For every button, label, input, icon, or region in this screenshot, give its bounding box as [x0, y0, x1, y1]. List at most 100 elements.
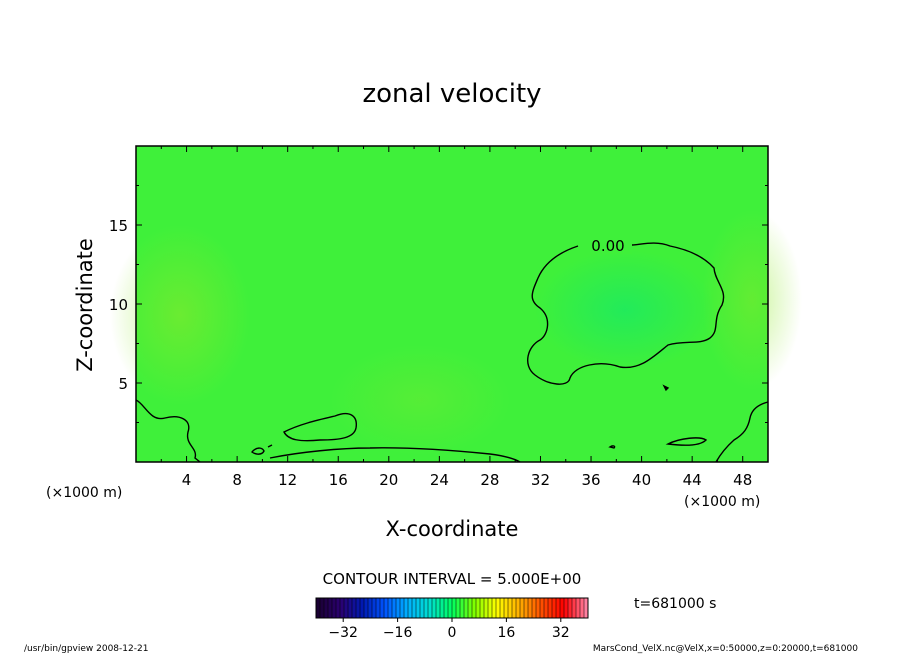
x-tick-label: 32 [531, 471, 550, 489]
colorbar-cell [516, 598, 521, 618]
colorbar-cell [500, 598, 505, 618]
colorbar-cell [392, 598, 397, 618]
contour-island-16k [283, 412, 357, 442]
colorbar-tick-label: 0 [448, 625, 457, 641]
y-tick-label: 5 [118, 375, 128, 393]
colorbar-cell [348, 598, 353, 618]
colorbar-cell [496, 598, 501, 618]
colorbar-cell [552, 598, 557, 618]
colorbar-cell [532, 598, 537, 618]
contour-label: 0.00 [591, 237, 624, 255]
colorbar-cell [416, 598, 421, 618]
colorbar-cell [356, 598, 361, 618]
colorbar-cell [568, 598, 573, 618]
contour-interval-label: CONTOUR INTERVAL = 5.000E+00 [323, 570, 582, 588]
x-axis-title: X-coordinate [386, 517, 519, 541]
x-tick-label: 28 [480, 471, 499, 489]
colorbar-cell [544, 598, 549, 618]
colorbar-cell [412, 598, 417, 618]
colorbar-cell [388, 598, 393, 618]
colorbar-cell [352, 598, 357, 618]
colorbar-cell [428, 598, 433, 618]
colorbar-cell [360, 598, 365, 618]
field-shading-middle [330, 345, 510, 455]
colorbar: −32 −16 0 16 32 [315, 597, 589, 641]
x-tick-label: 48 [733, 471, 752, 489]
colorbar-cell [528, 598, 533, 618]
colorbar-cell [364, 598, 369, 618]
contour-small-4 [608, 445, 616, 449]
field-shading-right [702, 210, 802, 390]
colorbar-cell [508, 598, 513, 618]
colorbar-cell [456, 598, 461, 618]
x-tick-label: 12 [278, 471, 297, 489]
colorbar-cell [580, 598, 585, 618]
contour-right-edge [715, 401, 769, 463]
colorbar-tick-label: −32 [328, 625, 358, 641]
colorbar-cell [396, 598, 401, 618]
colorbar-cell [320, 598, 325, 618]
colorbar-tick-label: −16 [383, 625, 413, 641]
colorbar-cell [484, 598, 489, 618]
x-tick-label: 36 [581, 471, 600, 489]
colorbar-cell [488, 598, 493, 618]
colorbar-cell [440, 598, 445, 618]
field-shading-left [110, 225, 250, 405]
colorbar-cell [524, 598, 529, 618]
contour-small-3 [662, 384, 670, 392]
colorbar-cell [472, 598, 477, 618]
colorbar-cell [492, 598, 497, 618]
colorbar-cell [400, 598, 405, 618]
colorbar-cell [420, 598, 425, 618]
colorbar-cell [380, 598, 385, 618]
contour-bottom-left [135, 399, 201, 463]
contour-zero-main [527, 242, 725, 385]
colorbar-cell [536, 598, 541, 618]
x-tick-label: 44 [683, 471, 702, 489]
colorbar-cell [324, 598, 329, 618]
x-axis-ticks: 4 8 12 16 20 24 28 32 36 40 44 48 [160, 146, 752, 489]
colorbar-cell [564, 598, 569, 618]
colorbar-tick-label: 32 [552, 625, 570, 641]
y-tick-label: 15 [109, 217, 128, 235]
field-shading-blob [535, 250, 715, 370]
colorbar-cell [576, 598, 581, 618]
time-label: t=681000 s [634, 596, 716, 612]
colorbar-stripes [315, 598, 589, 618]
x-tick-label: 40 [632, 471, 651, 489]
contour-small-2 [267, 444, 273, 448]
footer-left: /usr/bin/gpview 2008-12-21 [24, 644, 148, 654]
colorbar-cell [548, 598, 553, 618]
colorbar-cell [480, 598, 485, 618]
colorbar-cell [336, 598, 341, 618]
colorbar-cell [384, 598, 389, 618]
contour-bottom-right [665, 437, 708, 446]
colorbar-cell [572, 598, 577, 618]
colorbar-cell [504, 598, 509, 618]
colorbar-cell [460, 598, 465, 618]
colorbar-cell [468, 598, 473, 618]
colorbar-cell [432, 598, 437, 618]
colorbar-cell [584, 598, 589, 618]
colorbar-cell [424, 598, 429, 618]
colorbar-cell [560, 598, 565, 618]
x-tick-label: 8 [232, 471, 242, 489]
colorbar-cell [444, 598, 449, 618]
colorbar-cell [520, 598, 525, 618]
colorbar-cell [540, 598, 545, 618]
colorbar-cell [332, 598, 337, 618]
colorbar-cell [408, 598, 413, 618]
colorbar-cell [372, 598, 377, 618]
y-axis-title: Z-coordinate [73, 238, 97, 372]
x-tick-label: 16 [329, 471, 348, 489]
x-tick-label: 4 [182, 471, 192, 489]
colorbar-cell [404, 598, 409, 618]
x-unit-left: (×1000 m) [46, 485, 122, 501]
colorbar-cell [476, 598, 481, 618]
footer-right: MarsCond_VelX.nc@VelX,x=0:50000,z=0:2000… [593, 644, 858, 654]
contour-bottom-middle [269, 447, 521, 463]
plot-area: 0.00 [110, 145, 802, 463]
colorbar-cell [556, 598, 561, 618]
colorbar-cell [512, 598, 517, 618]
